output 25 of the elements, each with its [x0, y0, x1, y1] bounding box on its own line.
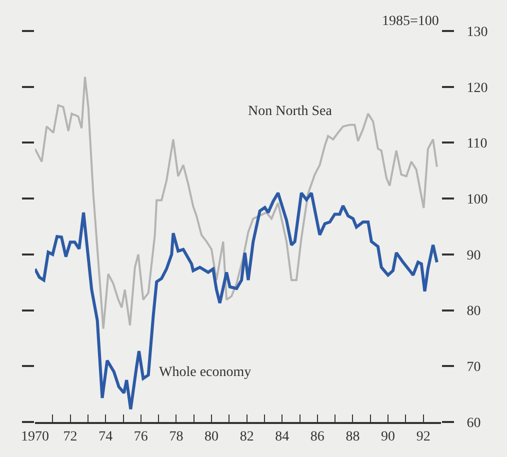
- y-tick-label: 70: [466, 360, 481, 376]
- y-tick-label: 90: [466, 248, 481, 264]
- x-tick-label: 80: [204, 430, 219, 445]
- y-tick-label: 60: [466, 416, 481, 431]
- x-tick-label: 84: [275, 430, 290, 445]
- line-series: [35, 191, 438, 411]
- series-label: Non North Sea: [248, 104, 333, 119]
- x-tick-label: 92: [416, 430, 430, 445]
- x-tick-label: 82: [240, 430, 254, 445]
- x-tick-label: 72: [63, 430, 78, 445]
- x-tick-label: 78: [169, 430, 184, 445]
- y-tick-label: 100: [466, 192, 488, 208]
- y-tick-label: 120: [466, 80, 488, 96]
- x-tick-label: 88: [346, 430, 360, 445]
- y-tick-label: 110: [466, 136, 488, 152]
- x-tick-label: 1970: [21, 430, 49, 445]
- line-series: [35, 76, 438, 330]
- x-tick-label: 90: [381, 430, 396, 445]
- y-tick-label: 80: [466, 304, 481, 320]
- text: 1985=100: [382, 14, 439, 29]
- x-tick-label: 74: [98, 430, 113, 445]
- x-tick-label: 76: [134, 430, 148, 445]
- y-tick-label: 130: [466, 24, 488, 40]
- x-tick-label: 86: [310, 430, 324, 445]
- series-label: Whole economy: [159, 365, 252, 380]
